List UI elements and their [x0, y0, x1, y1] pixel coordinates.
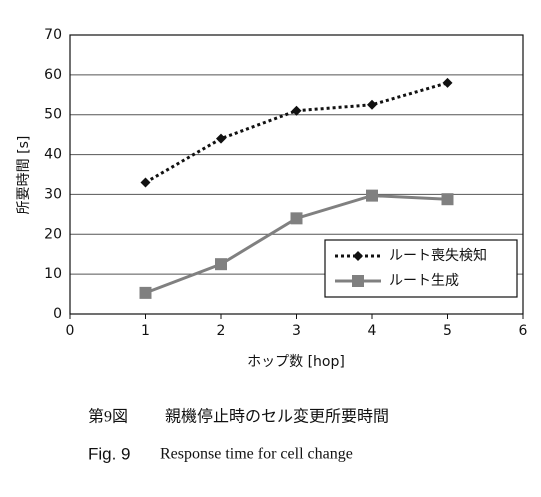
y-tick-label: 40: [44, 147, 62, 163]
data-point: [441, 193, 454, 206]
x-tick-label: 4: [368, 323, 377, 339]
x-tick-label: 1: [141, 323, 150, 339]
x-tick-label: 0: [66, 323, 75, 339]
legend-box: [324, 239, 518, 298]
data-point: [290, 212, 303, 225]
legend-label: ルート喪失検知: [389, 247, 487, 264]
data-point: [215, 258, 227, 271]
series-line: [144, 81, 448, 184]
plot-frame: [69, 34, 524, 315]
data-point: [366, 189, 378, 202]
y-axis-label: 所要時間 [s]: [16, 136, 32, 215]
legend-marker: [353, 251, 363, 261]
data-point: [216, 133, 226, 144]
y-tick-label: 30: [44, 186, 62, 202]
caption-text: Response time for cell change: [160, 446, 353, 463]
y-tick-label: 60: [44, 67, 62, 83]
x-tick-label: 5: [443, 323, 452, 339]
data-point: [367, 99, 377, 110]
legend-marker: [352, 275, 364, 287]
data-point: [291, 105, 302, 116]
x-tick-label: 3: [292, 323, 301, 339]
legend-label: ルート生成: [389, 273, 459, 289]
x-axis-label: ホップ数 [hop]: [247, 354, 345, 370]
data-point: [442, 77, 453, 88]
caption-label: 第9図: [88, 408, 128, 426]
caption-label: Fig. 9: [88, 444, 131, 463]
y-tick-label: 20: [44, 226, 62, 242]
y-tick-label: 0: [53, 306, 62, 322]
caption-text: 親機停止時のセル変更所要時間: [165, 408, 389, 426]
y-tick-label: 50: [44, 107, 62, 123]
x-tick-label: 6: [519, 323, 528, 339]
y-tick-label: 10: [44, 266, 62, 282]
data-point: [139, 286, 152, 299]
data-point: [140, 177, 151, 188]
y-tick-label: 70: [44, 27, 62, 43]
x-tick-label: 2: [217, 323, 226, 339]
